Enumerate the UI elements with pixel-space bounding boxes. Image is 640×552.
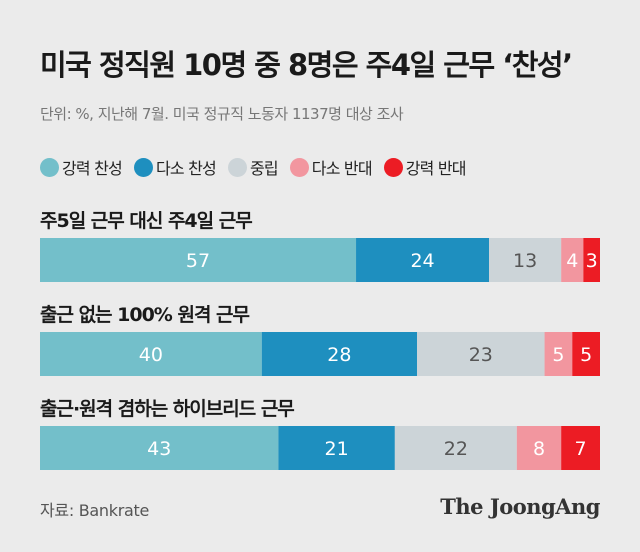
bar-segment xyxy=(356,238,490,282)
legend-swatch xyxy=(40,157,59,177)
bar-segment xyxy=(561,426,600,470)
bar-segment xyxy=(417,332,545,376)
category-label-four-day: 주5일 근무 대신 주4일 근무 xyxy=(40,210,253,232)
legend-swatch xyxy=(227,157,247,177)
bar-segment xyxy=(561,238,584,282)
legend-item: 강력 반대 xyxy=(383,155,467,179)
bar-segment xyxy=(583,238,600,282)
legend-label: 중립 xyxy=(249,159,279,178)
bar-value-label: 43 xyxy=(147,438,171,460)
legend-swatch xyxy=(289,157,309,177)
category-label-hybrid: 출근·원격 겸하는 하이브리드 근무 xyxy=(40,398,295,420)
bar-value-label: 13 xyxy=(513,250,537,272)
brand-logo: The JoongAng xyxy=(440,494,600,519)
bar-segment xyxy=(278,426,395,470)
legend-swatch xyxy=(383,157,403,177)
legend-item: 다소 반대 xyxy=(289,155,373,179)
bar-value-label: 5 xyxy=(580,344,592,366)
bar-segment xyxy=(40,238,357,282)
bar-segment xyxy=(394,426,517,470)
legend-label: 다소 찬성 xyxy=(155,159,217,178)
bar-segment xyxy=(572,332,600,376)
bar-segment xyxy=(516,426,562,470)
bar-value-label: 5 xyxy=(552,344,564,366)
legend-item: 중립 xyxy=(227,155,279,179)
category-label-remote: 출근 없는 100% 원격 근무 xyxy=(40,304,250,326)
bar-value-label: 28 xyxy=(327,344,351,366)
bar-segment xyxy=(544,332,573,376)
bar-value-label: 3 xyxy=(586,250,598,272)
bar-segment xyxy=(40,332,262,376)
source-note: 자료: Bankrate xyxy=(40,501,150,520)
bar-value-label: 24 xyxy=(410,250,434,272)
legend-swatch xyxy=(133,157,153,177)
legend: 강력 찬성 다소 찬성 중립 다소 반대 강력 반대 xyxy=(40,155,478,179)
bar-value-label: 4 xyxy=(566,250,578,272)
bar-value-label: 40 xyxy=(139,344,163,366)
chart-title: 미국 정직원 10명 중 8명은 주4일 근무 ‘찬성’ xyxy=(40,48,573,82)
bar-value-label: 22 xyxy=(444,438,468,460)
bar-segment xyxy=(489,238,562,282)
bar-value-label: 23 xyxy=(469,344,493,366)
legend-label: 다소 반대 xyxy=(311,159,373,178)
bar-segment xyxy=(40,426,279,470)
legend-item: 다소 찬성 xyxy=(133,155,217,179)
bar-value-label: 21 xyxy=(325,438,349,460)
bar-value-label: 7 xyxy=(575,438,587,460)
bar-segment xyxy=(261,332,418,376)
legend-label: 강력 찬성 xyxy=(62,159,123,178)
bar-value-label: 8 xyxy=(533,438,545,460)
legend-label: 강력 반대 xyxy=(405,159,467,178)
legend-item: 강력 찬성 xyxy=(40,155,123,179)
chart-subtitle: 단위: %, 지난해 7월. 미국 정규직 노동자 1137명 대상 조사 xyxy=(40,105,404,123)
bar-value-label: 57 xyxy=(186,250,210,272)
